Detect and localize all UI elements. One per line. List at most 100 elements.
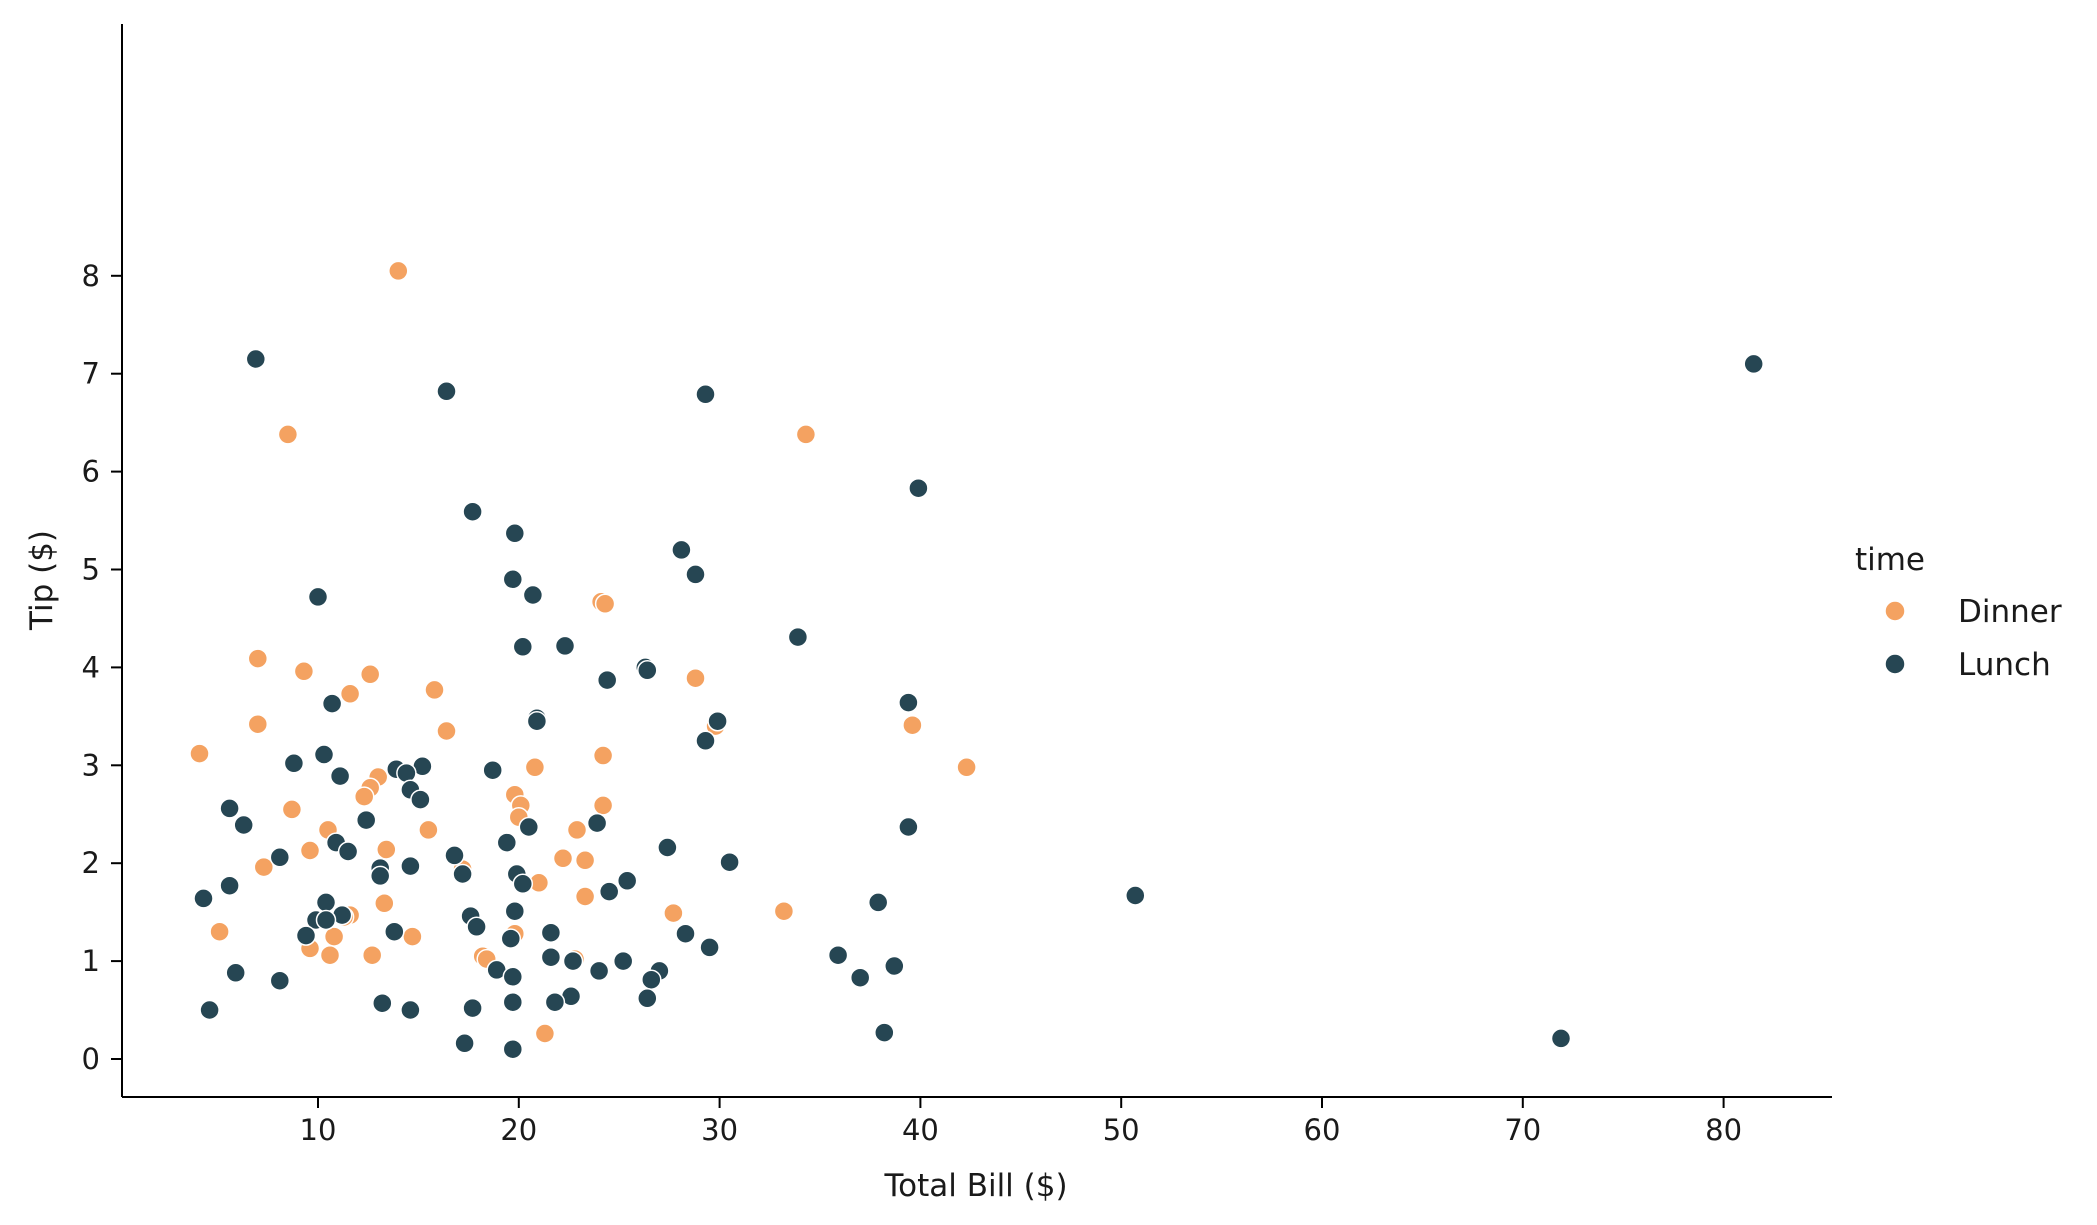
data-point-dinner-37 [574,886,596,907]
data-point-lunch-86 [544,991,566,1013]
data-point-lunch-65 [384,921,405,942]
data-point-dinner-21 [353,786,375,807]
data-point-dinner-28 [418,819,439,841]
x-tick-label-0: 10 [300,1113,337,1147]
data-point-lunch-51 [512,873,534,895]
data-point-lunch-28 [482,759,503,781]
data-point-lunch-77 [588,960,610,982]
data-point-lunch-50 [452,863,473,885]
legend-marker-lunch [1884,653,1906,675]
data-point-dinner-38 [374,893,395,914]
data-point-lunch-83 [269,970,291,991]
data-point-dinner-48 [319,944,341,966]
data-point-lunch-64 [466,916,487,938]
data-point-dinner-34 [253,856,275,878]
data-point-dinner-25 [592,795,614,816]
data-point-dinner-10 [685,667,706,689]
data-point-lunch-81 [849,967,871,988]
data-point-lunch-18 [898,692,919,713]
data-point-dinner-30 [299,840,321,861]
data-point-dinner-40 [663,902,684,924]
data-point-lunch-71 [827,944,849,966]
data-point-dinner-16 [592,745,614,766]
data-point-lunch-16 [637,660,658,681]
data-point-lunch-66 [540,922,562,943]
data-point-lunch-41 [657,837,678,858]
data-point-lunch-82 [641,969,662,990]
data-point-lunch-90 [400,999,421,1021]
ticks-layer: 10 20 30 40 50 60 70 80 0 1 2 3 4 5 6 7 8 [82,259,1743,1147]
data-point-lunch-95 [502,1038,524,1060]
data-point-lunch-10 [522,584,544,606]
y-axis-label: Tip ($) [24,530,60,631]
data-point-lunch-68 [675,923,696,944]
data-point-dinner-6 [293,661,315,682]
legend-label-dinner: Dinner [1958,594,2062,630]
data-point-lunch-69 [500,928,522,949]
data-point-lunch-6 [504,523,526,544]
data-point-lunch-23 [695,730,716,752]
data-point-dinner-18 [524,757,546,778]
data-point-lunch-91 [462,997,483,1019]
x-tick-label-2: 30 [701,1113,738,1147]
data-point-lunch-2 [436,381,457,402]
y-tick-label-0: 0 [82,1042,100,1076]
data-point-dinner-1 [277,424,299,445]
y-tick-label-1: 1 [82,944,100,978]
data-point-lunch-72 [540,946,562,968]
x-tick-label-7: 80 [1705,1113,1742,1147]
data-point-lunch-93 [1550,1028,1572,1049]
data-point-dinner-4 [594,593,616,615]
data-point-lunch-37 [518,816,540,838]
x-tick-label-6: 70 [1504,1113,1541,1147]
data-point-lunch-17 [596,669,618,691]
data-point-lunch-30 [329,765,351,787]
y-tick-label-4: 4 [82,650,100,684]
data-point-lunch-4 [908,477,929,499]
y-tick-label-7: 7 [82,357,100,391]
data-point-dinner-49 [361,944,383,966]
data-point-lunch-12 [787,626,809,648]
data-point-lunch-9 [502,569,524,590]
data-point-dinner-43 [209,921,230,942]
y-tick-label-2: 2 [82,846,100,880]
data-point-dinner-17 [956,757,977,778]
data-point-lunch-43 [444,845,465,866]
data-point-dinner-39 [773,900,795,922]
data-point-lunch-33 [219,798,240,819]
legend-title: time [1855,542,1925,578]
data-point-lunch-85 [637,988,658,1009]
data-point-lunch-92 [874,1022,895,1043]
data-point-dinner-31 [376,839,397,860]
data-point-lunch-38 [898,816,919,838]
data-point-dinner-32 [552,848,574,869]
data-point-lunch-67 [295,925,317,946]
data-point-lunch-22 [707,710,728,732]
data-point-lunch-5 [462,501,483,522]
data-point-dinner-29 [566,819,588,841]
data-point-lunch-21 [526,710,548,732]
data-point-dinner-23 [281,799,303,820]
data-point-lunch-14 [554,635,576,657]
data-point-lunch-73 [612,950,634,972]
data-point-lunch-35 [355,809,377,831]
y-tick-label-8: 8 [82,259,100,293]
x-tick-label-4: 50 [1103,1113,1140,1147]
data-point-dinner-5 [247,648,269,669]
data-point-lunch-63 [315,909,337,931]
data-point-lunch-8 [685,564,706,585]
data-point-lunch-7 [671,539,692,561]
data-point-lunch-80 [502,966,524,988]
data-point-lunch-24 [313,744,335,765]
data-point-dinner-8 [339,683,361,705]
data-point-lunch-75 [884,955,905,977]
data-point-dinner-2 [795,424,817,445]
data-point-lunch-0 [245,348,267,370]
data-point-lunch-52 [616,870,638,892]
data-point-dinner-9 [424,679,445,701]
data-point-lunch-49 [369,865,391,887]
y-tick-label-6: 6 [82,455,100,489]
data-point-lunch-54 [598,881,620,902]
data-point-lunch-70 [699,937,720,958]
data-point-dinner-53 [534,1023,556,1044]
